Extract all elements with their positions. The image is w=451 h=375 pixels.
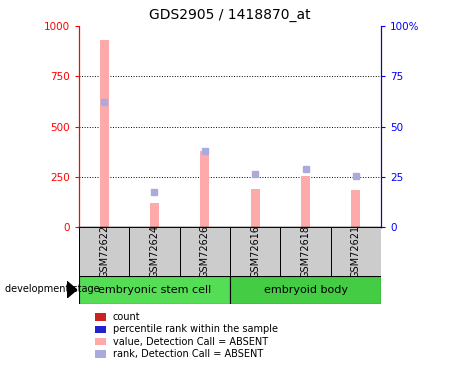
Bar xyxy=(79,276,230,304)
Bar xyxy=(251,189,260,227)
Text: percentile rank within the sample: percentile rank within the sample xyxy=(113,324,278,334)
Bar xyxy=(129,227,179,276)
Bar xyxy=(230,227,281,276)
Text: GSM72618: GSM72618 xyxy=(300,225,311,278)
Bar xyxy=(351,190,360,227)
Text: rank, Detection Call = ABSENT: rank, Detection Call = ABSENT xyxy=(113,349,263,359)
Bar xyxy=(150,203,159,227)
Polygon shape xyxy=(67,281,77,298)
Bar xyxy=(230,276,381,304)
Bar xyxy=(200,151,209,227)
Text: embryoid body: embryoid body xyxy=(263,285,348,295)
Text: count: count xyxy=(113,312,140,322)
Bar xyxy=(79,227,129,276)
Bar xyxy=(179,227,230,276)
Text: GSM72622: GSM72622 xyxy=(99,225,109,278)
Title: GDS2905 / 1418870_at: GDS2905 / 1418870_at xyxy=(149,9,311,22)
Bar xyxy=(281,227,331,276)
Text: GSM72621: GSM72621 xyxy=(351,225,361,278)
Text: embryonic stem cell: embryonic stem cell xyxy=(98,285,211,295)
Text: value, Detection Call = ABSENT: value, Detection Call = ABSENT xyxy=(113,337,268,346)
Text: GSM72616: GSM72616 xyxy=(250,225,260,278)
Text: GSM72624: GSM72624 xyxy=(149,225,160,278)
Bar xyxy=(100,40,109,227)
Bar xyxy=(301,176,310,227)
Text: GSM72626: GSM72626 xyxy=(200,225,210,278)
Text: development stage: development stage xyxy=(5,285,99,294)
Bar xyxy=(331,227,381,276)
